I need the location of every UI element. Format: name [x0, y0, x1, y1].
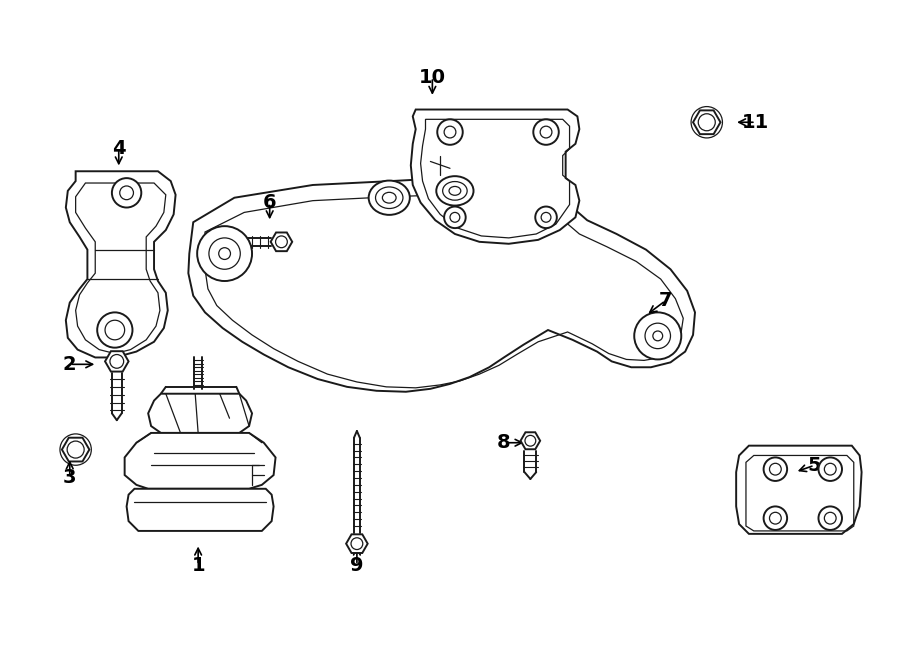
Circle shape — [645, 323, 670, 349]
Circle shape — [818, 457, 842, 481]
Circle shape — [209, 238, 240, 269]
Text: 10: 10 — [418, 68, 446, 87]
Polygon shape — [410, 109, 580, 244]
Polygon shape — [693, 111, 721, 134]
Polygon shape — [736, 446, 861, 534]
Text: 4: 4 — [112, 139, 126, 158]
Text: 7: 7 — [659, 291, 672, 310]
Text: 8: 8 — [497, 433, 510, 452]
Text: 2: 2 — [63, 355, 76, 374]
Ellipse shape — [436, 176, 473, 206]
Circle shape — [105, 320, 124, 340]
Circle shape — [763, 506, 788, 530]
Ellipse shape — [369, 181, 410, 215]
Polygon shape — [124, 433, 275, 489]
Polygon shape — [188, 178, 695, 392]
Circle shape — [536, 207, 557, 228]
Circle shape — [437, 119, 463, 145]
Circle shape — [634, 312, 681, 359]
Ellipse shape — [375, 187, 403, 209]
Polygon shape — [271, 232, 292, 251]
Circle shape — [120, 186, 133, 200]
Polygon shape — [62, 438, 89, 461]
Polygon shape — [66, 171, 176, 357]
Text: 5: 5 — [807, 455, 822, 475]
Circle shape — [197, 226, 252, 281]
Circle shape — [763, 457, 788, 481]
Polygon shape — [105, 352, 129, 371]
Ellipse shape — [443, 181, 467, 200]
Circle shape — [534, 119, 559, 145]
Ellipse shape — [449, 187, 461, 195]
Text: 11: 11 — [742, 113, 770, 132]
Polygon shape — [346, 534, 368, 553]
Text: 6: 6 — [263, 193, 276, 212]
Circle shape — [652, 331, 662, 341]
Polygon shape — [520, 432, 540, 449]
Polygon shape — [127, 489, 274, 531]
Circle shape — [219, 248, 230, 260]
Circle shape — [444, 207, 465, 228]
Text: 3: 3 — [63, 467, 76, 487]
Circle shape — [818, 506, 842, 530]
Ellipse shape — [382, 193, 396, 203]
Text: 1: 1 — [192, 555, 205, 575]
Polygon shape — [148, 394, 252, 433]
Text: 9: 9 — [350, 555, 364, 575]
Circle shape — [97, 312, 132, 348]
Circle shape — [112, 178, 141, 207]
